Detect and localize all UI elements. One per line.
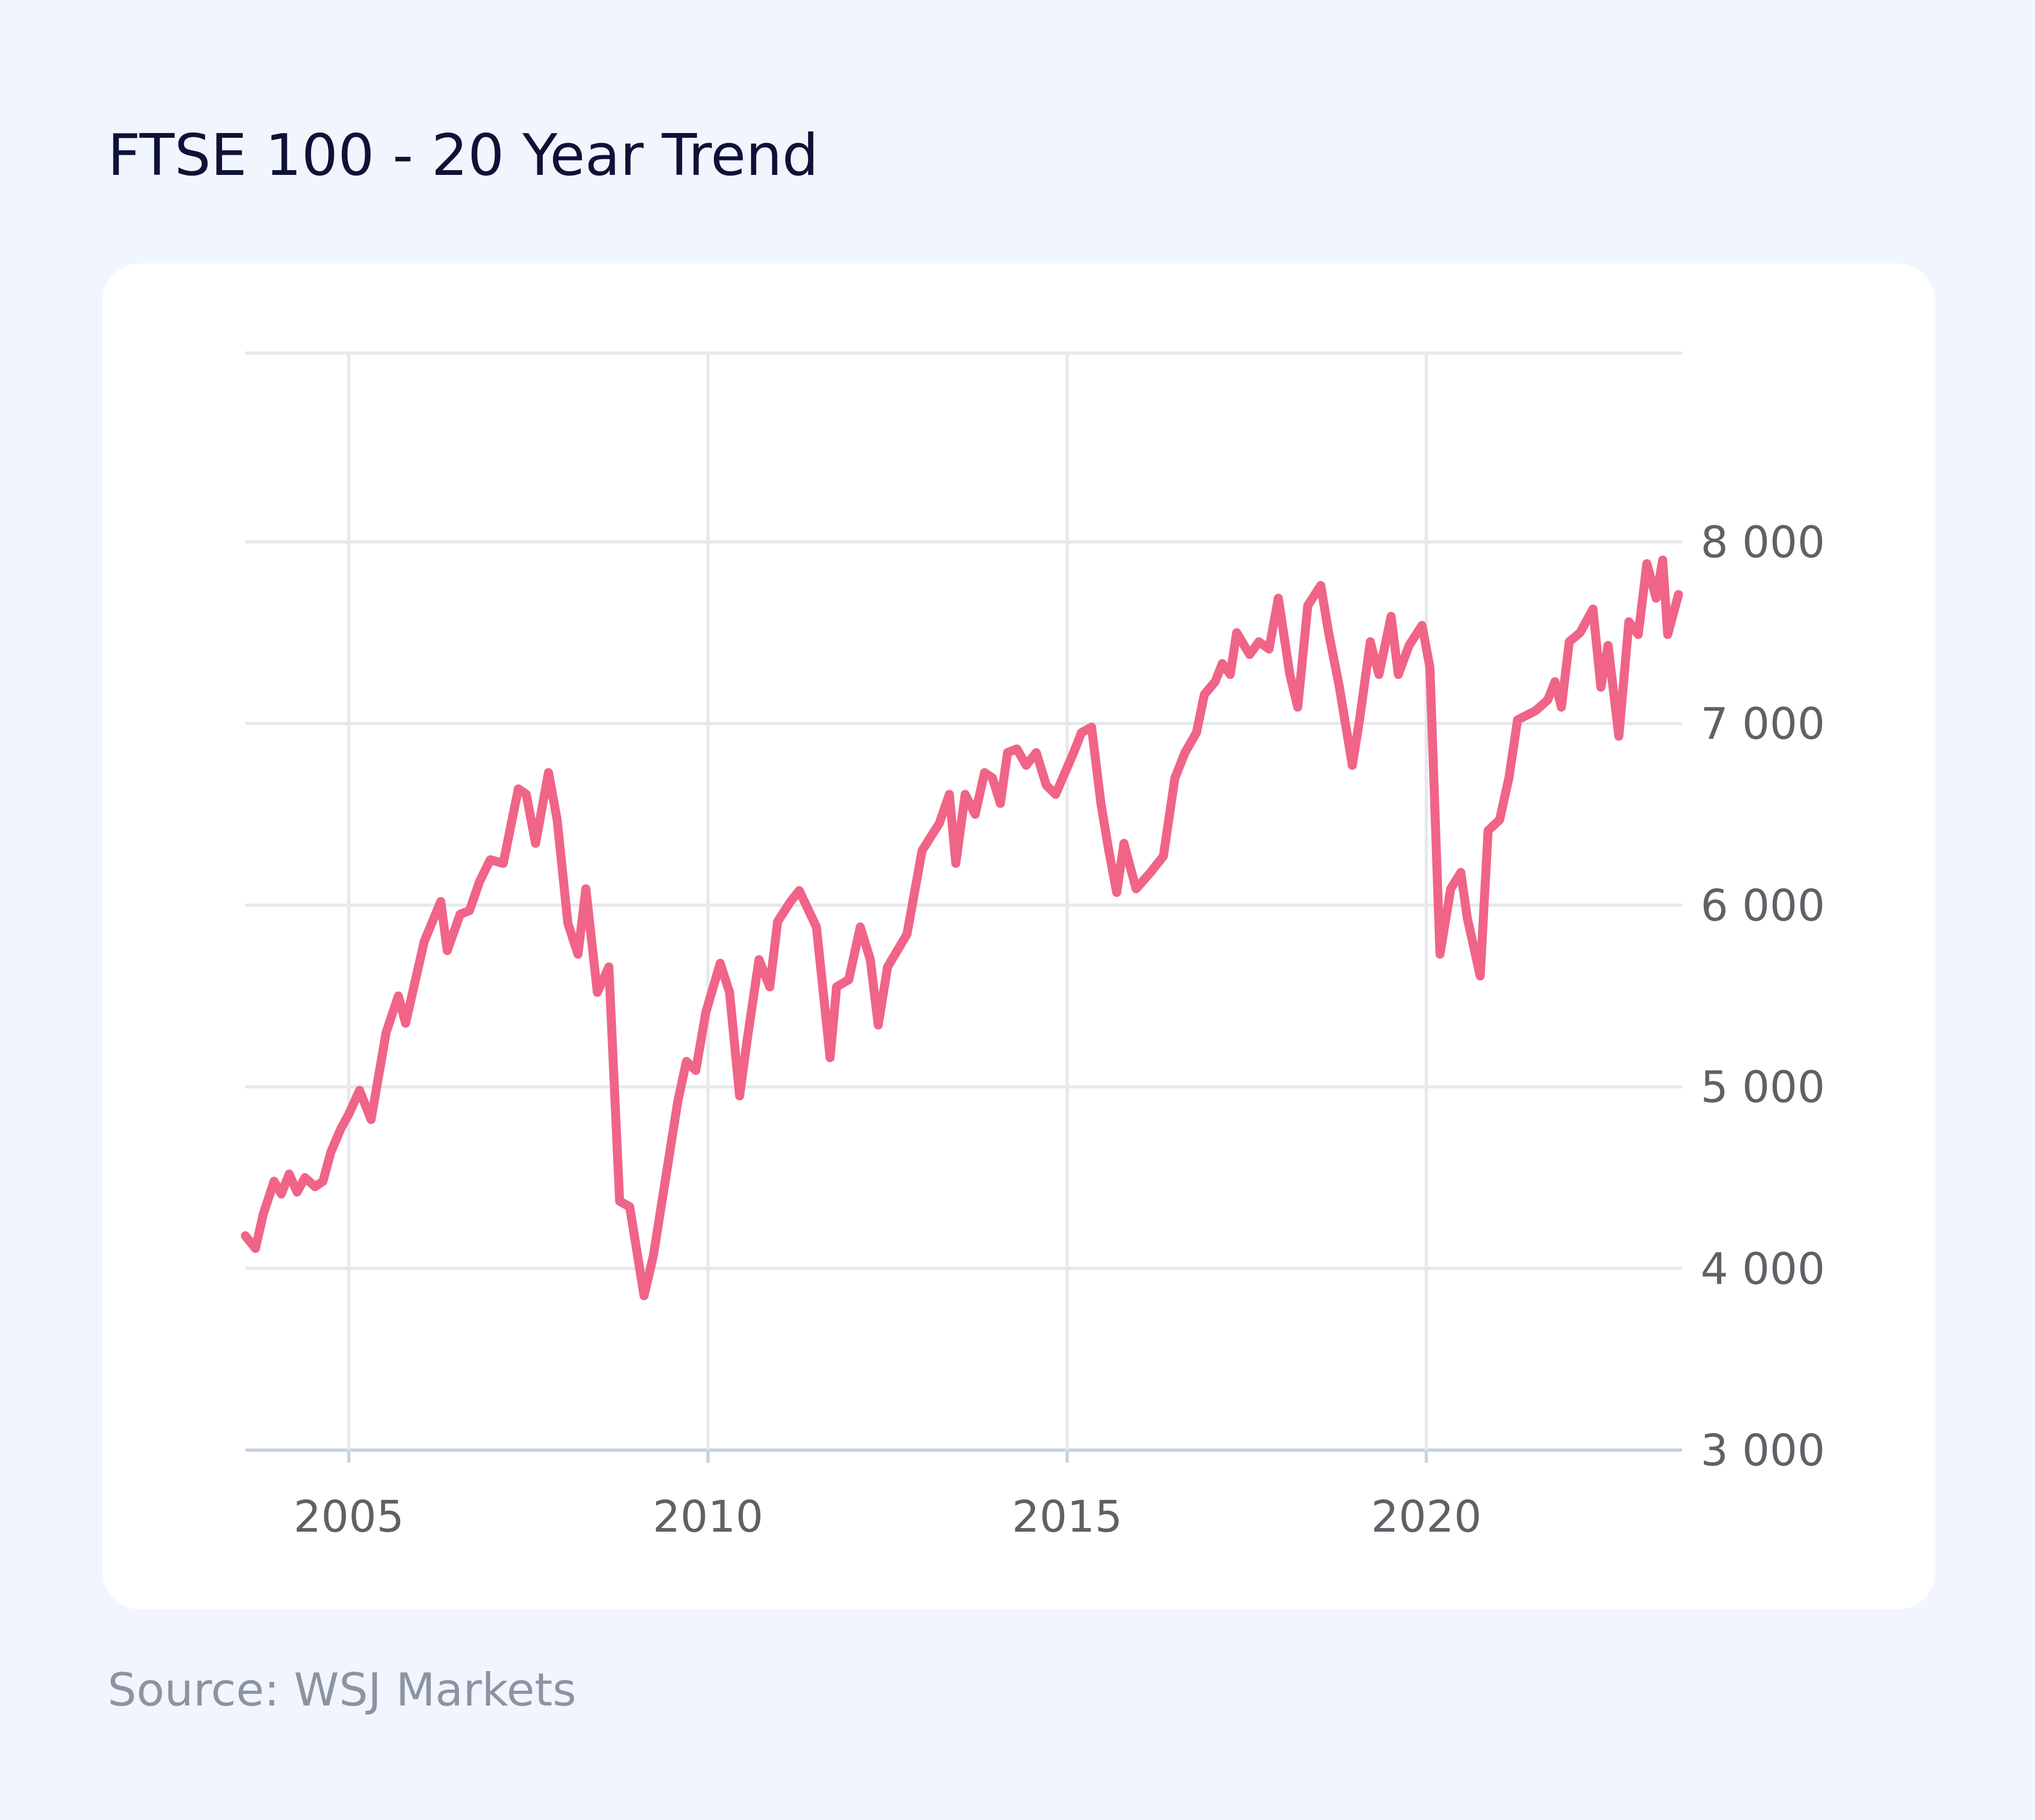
x-tick-label: 2020 [1371,1492,1482,1542]
chart-card [102,263,1935,1610]
x-tick-label: 2015 [1012,1492,1122,1542]
x-tick-label: 2005 [294,1492,404,1542]
chart-title: FTSE 100 - 20 Year Trend [108,122,818,189]
x-tick-label: 2010 [653,1492,764,1542]
source-note: Source: WSJ Markets [108,1664,576,1717]
y-tick-label: 8 000 [1701,517,1825,568]
data-line [241,555,1683,1301]
marks [241,555,1683,1301]
labels: 3 000 4 000 5 000 6 000 7 000 8 000 2005 2010 20… [294,517,1825,1542]
y-tick-label: 3 000 [1701,1426,1825,1476]
y-tick-label: 4 000 [1701,1244,1825,1294]
y-tick-label: 5 000 [1701,1063,1825,1113]
y-tick-label: 6 000 [1701,881,1825,931]
y-tick-label: 7 000 [1701,699,1825,749]
grid [245,353,1682,1463]
